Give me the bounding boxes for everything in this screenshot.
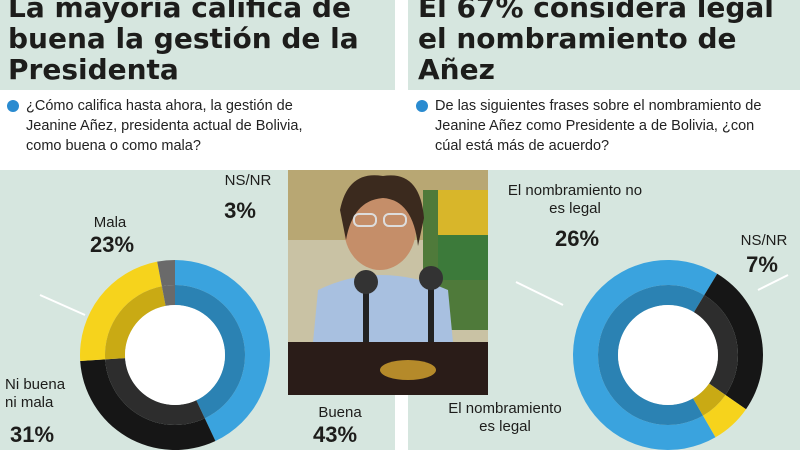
right-donut-slice-inner-1 [693,295,738,395]
left-headline: La mayoría califica de buena la gestión … [8,0,393,85]
value-ni-buena-ni-mala: 31% [10,422,55,447]
leader-line-right-b [757,274,789,291]
leader-line-right-a [515,281,564,306]
left-bullet-icon [7,100,19,112]
left-headline-bold: buena [8,22,106,55]
right-donut-slice-inner-0 [598,285,705,425]
value-mala: 23% [89,232,135,257]
left-donut-slice-1 [80,359,216,450]
label-ns-nr-left: NS/NR [218,172,278,190]
left-donut-slice-inner-0 [175,285,245,419]
right-headline-post: el nombramiento de Añez [418,22,737,86]
right-donut-slice-1 [704,273,763,410]
right-headline: El 67% considera legal el nombramiento d… [418,0,798,85]
label-ns-nr-left-name: NS/NR [224,172,272,189]
right-donut-hole [618,305,718,405]
left-question: ¿Cómo califica hasta ahora, la gestión d… [26,96,316,156]
left-donut-hole [125,305,225,405]
label-es-legal: El nombramiento es legal [448,400,562,435]
label-buena: Buena [318,404,362,421]
left-donut-chart [39,260,271,450]
left-donut-slice-inner-3 [161,285,175,306]
leader-line-left [39,294,86,316]
left-donut-slice-3 [157,260,175,287]
left-headline-pre: La mayoría califica de [8,0,351,24]
right-donut-chart [515,260,789,450]
label-ni-buena-ni-mala: Ni buena ni mala [5,376,66,411]
right-donut-slice-2 [703,394,747,438]
left-donut-slice-0 [175,260,271,441]
left-headline-post: la gestión de la Presidenta [8,22,359,86]
label-no-es-legal: El nombramiento no es legal [507,182,643,217]
left-donut-slice-2 [80,261,162,361]
value-ns-nr-right: 7% [746,252,778,277]
right-headline-pre: El 67% considera [418,0,697,24]
right-donut-slice-0 [573,260,718,450]
president-photo [288,170,488,395]
left-header-band [0,0,395,90]
right-donut-slice-inner-2 [693,383,726,416]
right-question: De las siguientes frases sobre el nombra… [435,96,765,156]
right-headline-bold: legal [696,0,774,24]
right-header-band [408,0,800,90]
value-ns-nr-left: 3% [224,198,256,223]
value-no-es-legal: 26% [554,226,600,251]
value-buena: 43% [312,422,358,447]
left-donut-slice-inner-1 [105,358,205,425]
label-ns-nr-right: NS/NR [740,232,788,249]
left-donut-slice-inner-2 [105,286,166,360]
right-bullet-icon [416,100,428,112]
label-mala: Mala [93,214,127,231]
